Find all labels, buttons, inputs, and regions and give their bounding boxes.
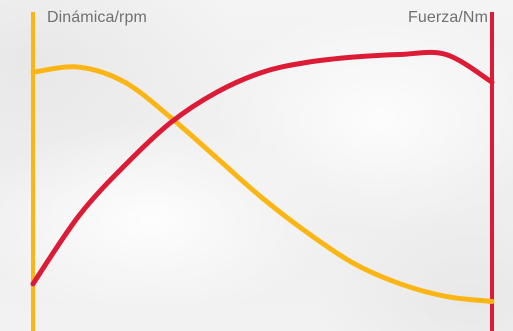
right-axis-label: Fuerza/Nm	[407, 9, 488, 26]
series-line-dinamica	[30, 64, 495, 304]
series-line-fuerza	[30, 49, 495, 287]
left-axis-label: Dinámica/rpm	[47, 9, 147, 26]
